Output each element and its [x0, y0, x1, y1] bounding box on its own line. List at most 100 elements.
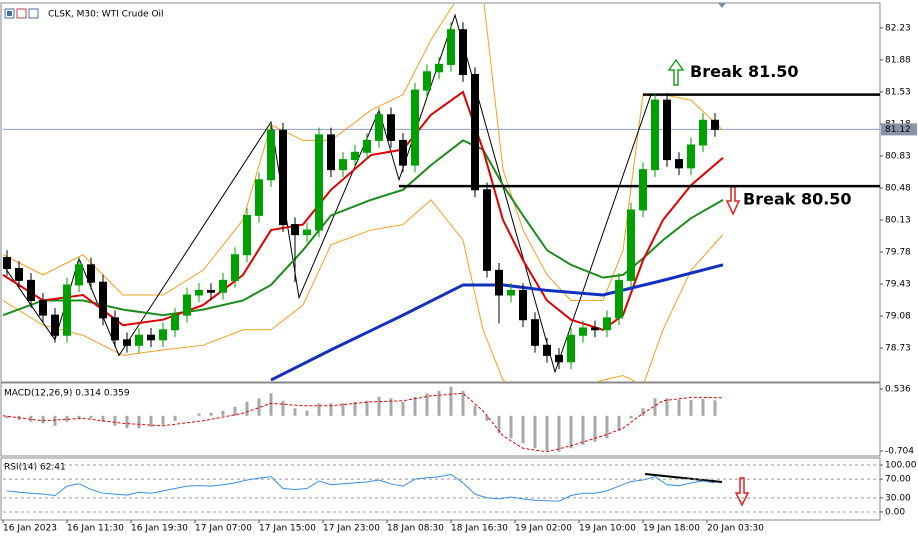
histogram-bar [617, 415, 621, 431]
y-tick-label: -0.704 [885, 447, 914, 457]
histogram-bar [497, 415, 501, 434]
y-tick-label: 79.08 [885, 312, 911, 322]
candle-body [567, 334, 575, 363]
histogram-bar [173, 415, 177, 421]
x-tick-label: 17 Jan 23:00 [323, 524, 380, 534]
candle-body [711, 119, 719, 130]
candle-body [15, 267, 23, 281]
y-tick-label: 81.53 [885, 87, 911, 97]
candle-body [399, 139, 407, 166]
candle-body [363, 139, 371, 153]
candle-body [135, 334, 143, 346]
x-tick-label: 19 Jan 10:00 [579, 524, 636, 534]
candle-body [531, 319, 539, 346]
x-tick-label: 17 Jan 07:00 [195, 524, 252, 534]
histogram-bar [365, 400, 369, 416]
candle-body [435, 63, 443, 73]
candle-body [339, 159, 347, 171]
candle-body [111, 317, 119, 341]
candle-body [315, 134, 323, 231]
histogram-bar [629, 415, 633, 419]
histogram-bar [389, 398, 393, 416]
candle-body [291, 224, 299, 236]
candle-body [183, 294, 191, 316]
candle-body [663, 99, 671, 161]
histogram-bar [149, 415, 153, 427]
histogram-bar [521, 415, 525, 444]
x-tick-label: 17 Jan 15:00 [259, 524, 316, 534]
histogram-bar [473, 405, 477, 416]
y-tick-label: 81.88 [885, 55, 911, 65]
histogram-bar [581, 415, 585, 445]
histogram-bar [305, 410, 309, 416]
candle-body [411, 89, 419, 166]
chart-title: CLSK, M30: WTI Crude Oil [48, 10, 164, 20]
histogram-bar [509, 415, 513, 439]
candle-body [267, 129, 275, 181]
candle-body [231, 254, 239, 281]
candle-body [27, 279, 35, 301]
macd-title: MACD(12,26,9) 0.314 0.359 [4, 389, 130, 399]
x-tick-label: 16 Jan 19:30 [131, 524, 188, 534]
histogram-bar [641, 408, 645, 416]
histogram-bar [485, 415, 489, 421]
histogram-bar [269, 393, 273, 416]
histogram-bar [713, 400, 717, 416]
histogram-bar [281, 400, 285, 416]
down-arrow [725, 186, 741, 216]
candle-body [63, 284, 71, 336]
histogram-bar [29, 415, 33, 422]
x-tick-label: 19 Jan 02:00 [515, 524, 572, 534]
candle-body [219, 279, 227, 293]
histogram-bar [533, 415, 537, 449]
y-tick-label: 79.43 [885, 280, 911, 290]
indicator-line [6, 473, 716, 502]
y-tick-label: 100.00 [885, 461, 917, 471]
level-annotation: Break 80.50 [743, 190, 852, 209]
candle-body [627, 209, 635, 281]
rsi-trendline [644, 473, 723, 483]
y-tick-label: 82.23 [885, 23, 911, 33]
histogram-bar [77, 415, 81, 419]
indicator-line [2, 199, 724, 382]
histogram-bar [569, 415, 573, 449]
candle-body [327, 134, 335, 171]
candle-body [279, 129, 287, 226]
candle-body [639, 169, 647, 211]
histogram-bar [53, 415, 57, 426]
candle-body [3, 256, 11, 269]
candle-body [159, 329, 167, 341]
shift-marker [718, 3, 726, 8]
candle-body [603, 317, 611, 331]
candle-body [507, 289, 515, 296]
plot-area [3, 464, 880, 513]
histogram-bar [449, 386, 453, 416]
candle-body [699, 119, 707, 146]
indicator-line [2, 139, 724, 317]
candle-body [555, 354, 563, 363]
candle-body [483, 189, 491, 271]
y-tick-label: 80.13 [885, 215, 911, 225]
histogram-bar [137, 415, 141, 429]
candle-body [423, 71, 431, 91]
histogram-bar [653, 398, 657, 416]
candle-body [39, 299, 47, 316]
histogram-bar [245, 401, 249, 416]
histogram-bar [689, 399, 693, 416]
histogram-bar [377, 396, 381, 416]
macd-panel [0, 382, 881, 457]
y-tick-label: 70.00 [885, 475, 911, 485]
y-tick-label: 30.00 [885, 493, 911, 503]
histogram-bar [89, 415, 93, 419]
histogram-bar [557, 415, 561, 452]
candle-body [123, 339, 131, 346]
histogram-bar [113, 415, 117, 426]
histogram-bar [257, 398, 261, 416]
x-tick-label: 19 Jan 18:00 [643, 524, 700, 534]
histogram-bar [5, 415, 9, 419]
x-tick-label: 20 Jan 03:30 [707, 524, 764, 534]
histogram-bar [461, 390, 465, 416]
y-tick-label: 79.78 [885, 248, 911, 258]
histogram-bar [545, 415, 549, 451]
